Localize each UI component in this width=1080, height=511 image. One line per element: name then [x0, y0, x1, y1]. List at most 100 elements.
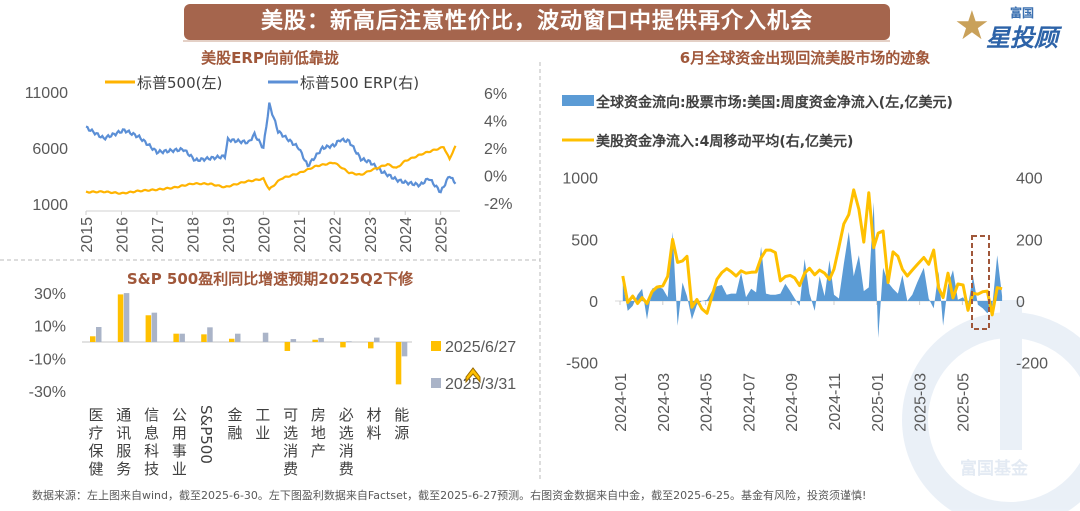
y-left-tick: -500	[566, 356, 598, 373]
x-tick-label: 2024-03	[656, 373, 673, 432]
bar-2025-06-27	[201, 334, 207, 342]
logo-line2: 星投顾	[986, 24, 1058, 52]
bar-2025-03-31	[401, 342, 408, 357]
bar-2025-03-31	[235, 333, 241, 342]
footer-source-note: 数据来源：左上图来自wind，截至2025-6-30。左下图盈利数据来自Fact…	[32, 489, 867, 502]
brand-logo: ★ 富国 星投顾	[950, 2, 1075, 52]
x-tick-label: 2024-01	[613, 373, 630, 432]
category-label: S&P500	[197, 405, 215, 464]
x-tick-label: 2022	[327, 217, 344, 253]
bar-2025-03-31	[151, 312, 158, 342]
y-right-tick: 200	[1016, 232, 1043, 249]
highlight-box	[971, 235, 990, 330]
chart3-title: 6月全球资金出现回流美股市场的迹象	[680, 49, 930, 67]
category-label: 材料	[366, 406, 381, 442]
category-label: 信息科技	[144, 406, 159, 478]
bar-2025-03-31	[123, 293, 130, 342]
bar-2025-06-27	[340, 342, 346, 348]
x-tick-label: 2019	[221, 217, 238, 253]
legend-label-sp500: 标普500(左)	[137, 74, 222, 92]
x-tick-label: 2024-11	[827, 373, 844, 431]
y-left-tick: 6000	[32, 141, 68, 158]
bar-2025-06-27	[173, 333, 179, 342]
y-right-tick: -2%	[484, 196, 512, 213]
bar-2025-06-27	[284, 342, 291, 351]
chart2-title: S&P 500盈利同比增速预期2025Q2下修	[127, 270, 414, 288]
x-tick-label: 2025	[434, 217, 451, 253]
bar-2025-06-27	[117, 294, 124, 342]
bar-2025-03-31	[318, 337, 324, 342]
bar-2025-06-27	[312, 339, 318, 342]
bar-2025-06-27	[395, 342, 402, 385]
legend-label-weekly-flow: 全球资金流向:股票市场:美国:周度资金净流入(左,亿美元)	[595, 94, 953, 111]
bar-2025-03-31	[346, 341, 352, 342]
x-tick-label: 2015	[79, 217, 96, 253]
y-left-tick: 0	[589, 294, 598, 311]
x-tick-label: 2023	[363, 217, 380, 253]
legend-swatch	[431, 341, 441, 351]
chart3-legend: 全球资金流向:股票市场:美国:周度资金净流入(左,亿美元) 美股资金净流入:4周…	[562, 94, 953, 150]
y-right-tick: 2%	[484, 141, 507, 158]
y-right-tick: -200	[1016, 356, 1048, 373]
chart1-legend: 标普500(左) 标普500 ERP(右)	[105, 74, 419, 92]
watermark-logo-icon: 富国基金	[902, 300, 1080, 511]
bar-2025-03-31	[96, 327, 102, 342]
x-tick-label: 2018	[185, 217, 202, 253]
star-icon: ★	[954, 3, 990, 49]
y-tick: -30%	[29, 384, 66, 401]
y-right-tick: 400	[1016, 171, 1043, 188]
chevron-up-icon	[465, 367, 481, 384]
x-tick-label: 2024	[398, 217, 415, 253]
banner-title: 美股：新高后注意性价比，波动窗口中提供再介入机会	[184, 4, 890, 40]
bar-2025-03-31	[290, 339, 297, 342]
x-tick-label: 2025-01	[870, 373, 887, 432]
series-line-sp500	[85, 145, 457, 195]
category-label: 金融	[227, 406, 242, 442]
y-tick: 10%	[34, 319, 66, 336]
chart1-title: 美股ERP向前低靠拢	[201, 49, 339, 67]
category-label: 必选消费	[339, 406, 354, 478]
category-label: 工业	[255, 406, 270, 442]
x-tick-label: 2024-05	[699, 373, 716, 432]
legend-label: 2025/3/31	[445, 376, 516, 393]
bar-2025-03-31	[262, 332, 269, 342]
bar-2025-06-27	[368, 342, 374, 349]
legend-swatch	[431, 378, 441, 388]
bar-2025-03-31	[374, 337, 380, 342]
x-tick-label: 2016	[114, 217, 131, 253]
watermark-text: 富国基金	[960, 458, 1029, 479]
y-left-tick: 1000	[562, 171, 598, 188]
y-left-tick: 11000	[25, 85, 68, 102]
category-label: 房地产	[311, 406, 326, 460]
legend-swatch-weekly-flow	[562, 95, 594, 106]
logo-line1: 富国	[1010, 6, 1035, 20]
y-left-tick: 500	[571, 232, 598, 249]
y-right-tick: 0%	[484, 169, 507, 186]
series-line-erp	[85, 102, 457, 194]
category-label: 能源	[394, 406, 409, 442]
x-tick-label: 2024-07	[741, 373, 758, 432]
category-label: 可选消费	[283, 406, 298, 478]
y-tick: 30%	[34, 286, 66, 303]
x-tick-label: 2024-09	[784, 373, 801, 432]
category-label: 公用事业	[172, 406, 187, 478]
y-right-tick: 6%	[484, 86, 507, 103]
legend-label-4w-ma: 美股资金净流入:4周移动平均(右,亿美元)	[596, 133, 853, 150]
bar-2025-03-31	[179, 333, 185, 342]
legend-label: 2025/6/27	[445, 339, 516, 356]
x-tick-label: 2017	[150, 217, 167, 253]
bar-2025-06-27	[145, 315, 152, 342]
y-right-tick: 4%	[484, 114, 507, 131]
y-left-tick: 1000	[32, 197, 68, 214]
category-label: 医疗保健	[88, 406, 103, 478]
bar-2025-06-27	[229, 338, 235, 342]
x-tick-label: 2025-03	[913, 373, 930, 432]
x-tick-label: 2021	[292, 217, 309, 253]
y-right-tick: 0	[1016, 294, 1025, 311]
legend-label-erp: 标普500 ERP(右)	[300, 74, 419, 92]
bar-2025-03-31	[207, 327, 213, 342]
category-label: 通讯服务	[116, 406, 131, 478]
y-tick: -10%	[29, 351, 66, 368]
bar-2025-06-27	[90, 336, 96, 342]
